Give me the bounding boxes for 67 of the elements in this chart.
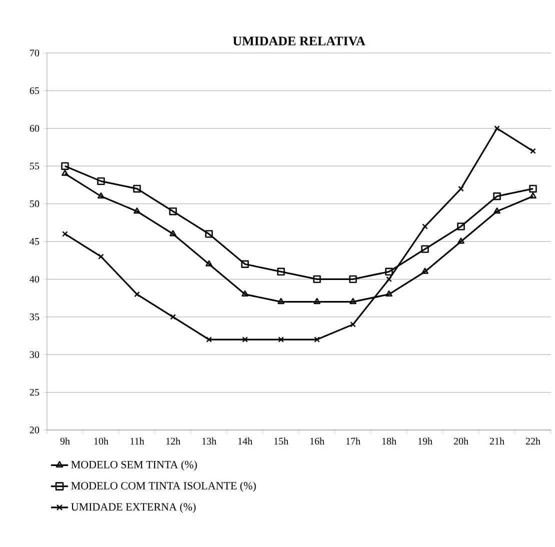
point [134, 207, 140, 214]
point [170, 314, 176, 320]
y-tick-label: 20 [30, 426, 40, 434]
point [529, 184, 537, 193]
y-tick-label: 65 [30, 87, 40, 94]
point [242, 336, 248, 342]
y-tick-label: 70 [30, 50, 40, 56]
chart-title: UMIDADE RELATIVA [232, 36, 366, 46]
y-tick-label: 45 [30, 238, 40, 245]
point [458, 238, 464, 244]
y-tick-label: 30 [30, 351, 40, 358]
point [457, 222, 465, 230]
point [386, 290, 392, 297]
point [133, 184, 141, 193]
x-tick-label: 11h [130, 438, 144, 444]
x-tick-label: 20h [454, 438, 468, 445]
point [98, 192, 104, 199]
point [170, 230, 176, 236]
point [206, 260, 212, 266]
point [98, 254, 104, 260]
y-tick-label: 50 [30, 200, 40, 208]
point [278, 336, 284, 342]
point [61, 162, 69, 170]
point [169, 207, 177, 216]
point [386, 276, 392, 282]
x-tick-label: 22h [526, 438, 540, 444]
y-tick-label: 40 [30, 276, 40, 283]
point [422, 268, 428, 274]
point [277, 268, 285, 276]
point [278, 298, 284, 304]
point [494, 125, 500, 132]
point [97, 177, 105, 186]
point [134, 291, 140, 298]
legend-label: UMIDADE EXTERNA (%) [71, 502, 196, 513]
x-tick-label: 19h [418, 438, 432, 445]
point [205, 230, 213, 238]
x-tick-label: 10h [94, 438, 108, 445]
point [313, 275, 321, 284]
point [494, 207, 500, 214]
x-tick-label: 16h [310, 438, 324, 445]
point [241, 260, 249, 268]
x-tick-label: 21h [490, 438, 504, 444]
point [421, 245, 429, 253]
point [350, 322, 356, 328]
x-tick-label: 15h [274, 438, 288, 445]
legend-label: MODELO SEM TINTA (%) [71, 460, 197, 471]
x-tick-label: 13h [202, 438, 216, 445]
point [242, 290, 248, 297]
point [314, 298, 320, 304]
point [385, 268, 393, 276]
point [314, 336, 320, 342]
x-tick-label: 18h [382, 438, 396, 445]
y-tick-label: 55 [30, 162, 40, 170]
point [493, 192, 501, 200]
x-tick-label: 12h [166, 438, 180, 444]
point [350, 298, 356, 304]
point [349, 275, 357, 284]
x-tick-label: 17h [346, 438, 360, 444]
x-tick-label: 9h [60, 438, 70, 445]
y-tick-label: 60 [30, 125, 40, 132]
point [458, 186, 464, 192]
legend-label: MODELO COM TINTA ISOLANTE (%) [71, 482, 256, 492]
y-tick-label: 35 [30, 314, 40, 320]
y-tick-label: 25 [30, 388, 40, 396]
point [422, 224, 428, 230]
x-tick-label: 14h [238, 438, 252, 444]
point [206, 336, 212, 342]
